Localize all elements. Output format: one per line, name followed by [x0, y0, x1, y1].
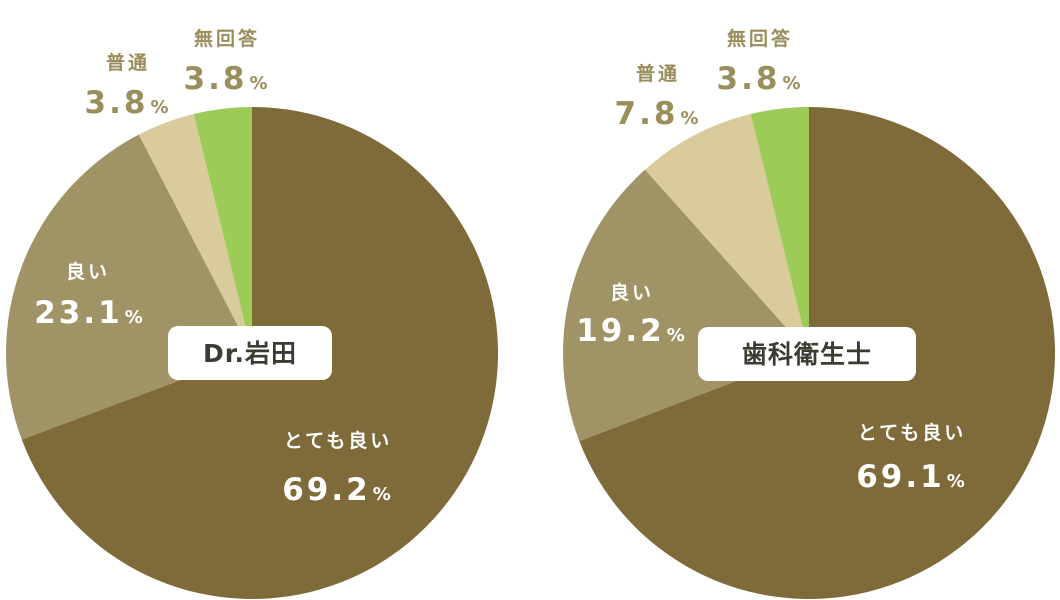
slice-value-label: 3.8% — [717, 61, 804, 97]
slice-value-label: 3.8% — [85, 85, 172, 121]
slice-value-label: 69.2% — [282, 472, 394, 508]
pie-slice — [645, 113, 809, 354]
chart-title-badge: Dr.岩田 — [168, 326, 332, 380]
slice-category-label: 普通 — [106, 51, 150, 74]
slice-value-label: 69.1% — [856, 459, 968, 495]
badge-background — [168, 326, 332, 380]
chart-title: Dr.岩田 — [203, 339, 297, 368]
slice-category-label: 良い — [610, 281, 654, 304]
chart-title: 歯科衛生士 — [742, 340, 872, 369]
slice-value-label: 19.2% — [576, 313, 688, 349]
slice-value-label: 7.8% — [615, 96, 702, 132]
pie-slice — [750, 106, 809, 353]
chart-title-badge: 歯科衛生士 — [698, 327, 916, 381]
pie-slice — [138, 113, 252, 354]
pie-chart-2: とても良い 69.1 % 良い 19.2 % 普通 7.8 % 無回答 3.8 % 歯科衛生士 — [563, 27, 1056, 599]
slice-category-label: 普通 — [636, 62, 680, 85]
slice-category-label: 無回答 — [727, 27, 793, 50]
pie-slice — [193, 106, 252, 353]
slice-category-label: とても良い — [284, 429, 392, 452]
badge-background — [698, 327, 916, 381]
slice-category-label: 良い — [66, 260, 110, 283]
slice-value-label: 23.1% — [34, 295, 146, 331]
slice-category-label: とても良い — [858, 421, 966, 444]
pie-chart-1: とても良い 69.2 % 良い 23.1 % 普通 3.8 % 無回答 3.8 % Dr.岩田 — [6, 27, 499, 599]
slice-category-label: 無回答 — [194, 27, 260, 50]
slice-value-label: 3.8% — [184, 61, 271, 97]
